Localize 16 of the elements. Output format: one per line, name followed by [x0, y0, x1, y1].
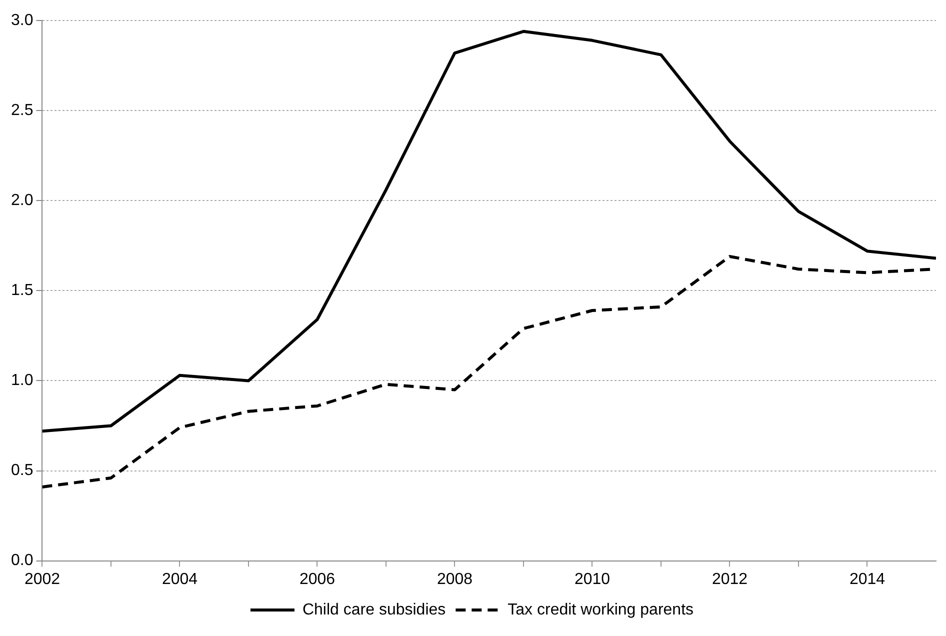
- legend-label: Child care subsidies: [302, 601, 446, 618]
- y-tick-label: 1.5: [10, 282, 34, 300]
- y-tick-label: 2.0: [10, 192, 34, 210]
- legend-label: Tax credit working parents: [508, 601, 694, 618]
- x-tick-label: 2010: [574, 570, 610, 588]
- x-tick-label: 2012: [712, 570, 748, 588]
- x-tick-label: 2008: [436, 570, 473, 588]
- y-tick-label: 2.5: [10, 102, 34, 120]
- x-tick-label: 2014: [849, 570, 886, 588]
- y-tick-label: 1.0: [10, 372, 34, 390]
- x-tick-label: 2002: [24, 570, 60, 588]
- y-tick-label: 0.5: [10, 462, 34, 480]
- x-tick-label: 2006: [299, 570, 336, 588]
- y-tick-label: 0.0: [10, 552, 34, 570]
- x-tick-label: 2004: [162, 570, 198, 588]
- y-tick-label: 3.0: [10, 12, 34, 30]
